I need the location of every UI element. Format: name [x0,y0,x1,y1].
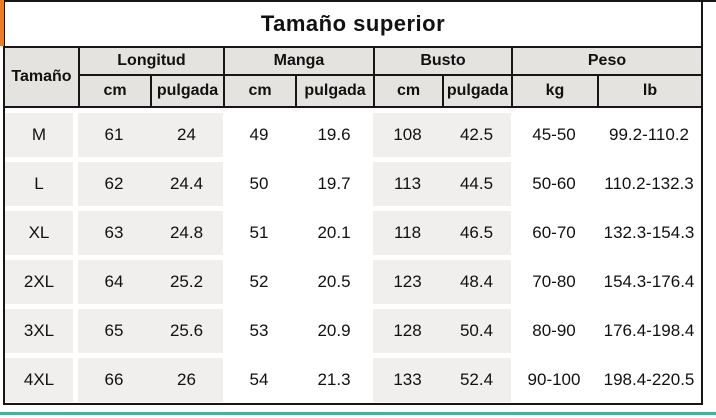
peso-kg-cell: 80-90 [511,309,597,353]
column-group-busto: Busto [373,48,511,76]
peso-kg-cell: 60-70 [511,211,597,255]
manga-cm-cell: 51 [223,211,295,255]
column-group-peso: Peso [511,48,701,76]
longitud-cm-cell: 64 [78,260,150,304]
bottom-accent-line [0,412,716,415]
peso-kg-cell: 50-60 [511,162,597,206]
busto-pulgada-cell: 42.5 [442,113,511,157]
unit-header-peso-kg: kg [511,76,597,106]
longitud-pulgada-cell: 24 [150,113,223,157]
busto-cm-cell: 128 [373,309,442,353]
peso-lb-cell: 99.2-110.2 [597,113,701,157]
unit-header-manga-cm: cm [223,76,295,106]
top-border-line [0,0,716,2]
busto-pulgada-cell: 48.4 [442,260,511,304]
manga-pulgada-cell: 20.1 [295,211,373,255]
size-cell: 3XL [5,309,78,353]
peso-kg-cell: 70-80 [511,260,597,304]
table-row: 2XL 64 25.2 52 20.5 123 48.4 70-80 154.3… [5,260,701,304]
manga-pulgada-cell: 20.9 [295,309,373,353]
longitud-cm-cell: 62 [78,162,150,206]
column-header-tamano: Tamaño [11,68,72,85]
peso-lb-cell: 110.2-132.3 [597,162,701,206]
manga-cm-cell: 53 [223,309,295,353]
peso-lb-cell: 154.3-176.4 [597,260,701,304]
manga-pulgada-cell: 20.5 [295,260,373,304]
longitud-pulgada-cell: 24.4 [150,162,223,206]
peso-lb-cell: 198.4-220.5 [597,358,701,402]
unit-header-manga-pulgada: pulgada [295,76,373,106]
column-group-manga: Manga [223,48,373,76]
busto-cm-cell: 133 [373,358,442,402]
manga-pulgada-cell: 19.7 [295,162,373,206]
busto-pulgada-cell: 52.4 [442,358,511,402]
manga-pulgada-cell: 19.6 [295,113,373,157]
longitud-pulgada-cell: 25.6 [150,309,223,353]
peso-kg-cell: 90-100 [511,358,597,402]
unit-header-busto-pulgada: pulgada [442,76,511,106]
size-cell: XL [5,211,78,255]
longitud-pulgada-cell: 25.2 [150,260,223,304]
table-row: 4XL 66 26 54 21.3 133 52.4 90-100 198.4-… [5,358,701,402]
table-row: L 62 24.4 50 19.7 113 44.5 50-60 110.2-1… [5,162,701,206]
manga-cm-cell: 52 [223,260,295,304]
size-cell: 4XL [5,358,78,402]
peso-lb-cell: 132.3-154.3 [597,211,701,255]
busto-pulgada-cell: 50.4 [442,309,511,353]
manga-cm-cell: 50 [223,162,295,206]
size-cell: 2XL [5,260,78,304]
busto-cm-cell: 118 [373,211,442,255]
column-group-longitud: Longitud [78,48,223,76]
longitud-cm-cell: 61 [78,113,150,157]
longitud-pulgada-cell: 26 [150,358,223,402]
longitud-pulgada-cell: 24.8 [150,211,223,255]
size-cell: M [5,113,78,157]
unit-header-peso-lb: lb [597,76,701,106]
busto-cm-cell: 123 [373,260,442,304]
orange-accent-strip [0,0,4,46]
size-cell: L [5,162,78,206]
manga-cm-cell: 49 [223,113,295,157]
table-body: M 61 24 49 19.6 108 42.5 45-50 99.2-110.… [5,113,701,402]
longitud-cm-cell: 66 [78,358,150,402]
busto-cm-cell: 113 [373,162,442,206]
peso-lb-cell: 176.4-198.4 [597,309,701,353]
busto-cm-cell: 108 [373,113,442,157]
table-row: 3XL 65 25.6 53 20.9 128 50.4 80-90 176.4… [5,309,701,353]
manga-pulgada-cell: 21.3 [295,358,373,402]
peso-kg-cell: 45-50 [511,113,597,157]
busto-pulgada-cell: 44.5 [442,162,511,206]
size-chart-table: Tamaño superior Tamaño Longitud Manga Bu… [3,0,703,405]
table-row: M 61 24 49 19.6 108 42.5 45-50 99.2-110.… [5,113,701,157]
manga-cm-cell: 54 [223,358,295,402]
unit-header-longitud-cm: cm [78,76,150,106]
table-row: XL 63 24.8 51 20.1 118 46.5 60-70 132.3-… [5,211,701,255]
unit-header-busto-cm: cm [373,76,442,106]
longitud-cm-cell: 63 [78,211,150,255]
table-header: Tamaño Longitud Manga Busto Peso cm pulg… [5,46,701,108]
table-title: Tamaño superior [5,2,701,46]
longitud-cm-cell: 65 [78,309,150,353]
busto-pulgada-cell: 46.5 [442,211,511,255]
unit-header-longitud-pulgada: pulgada [150,76,223,106]
